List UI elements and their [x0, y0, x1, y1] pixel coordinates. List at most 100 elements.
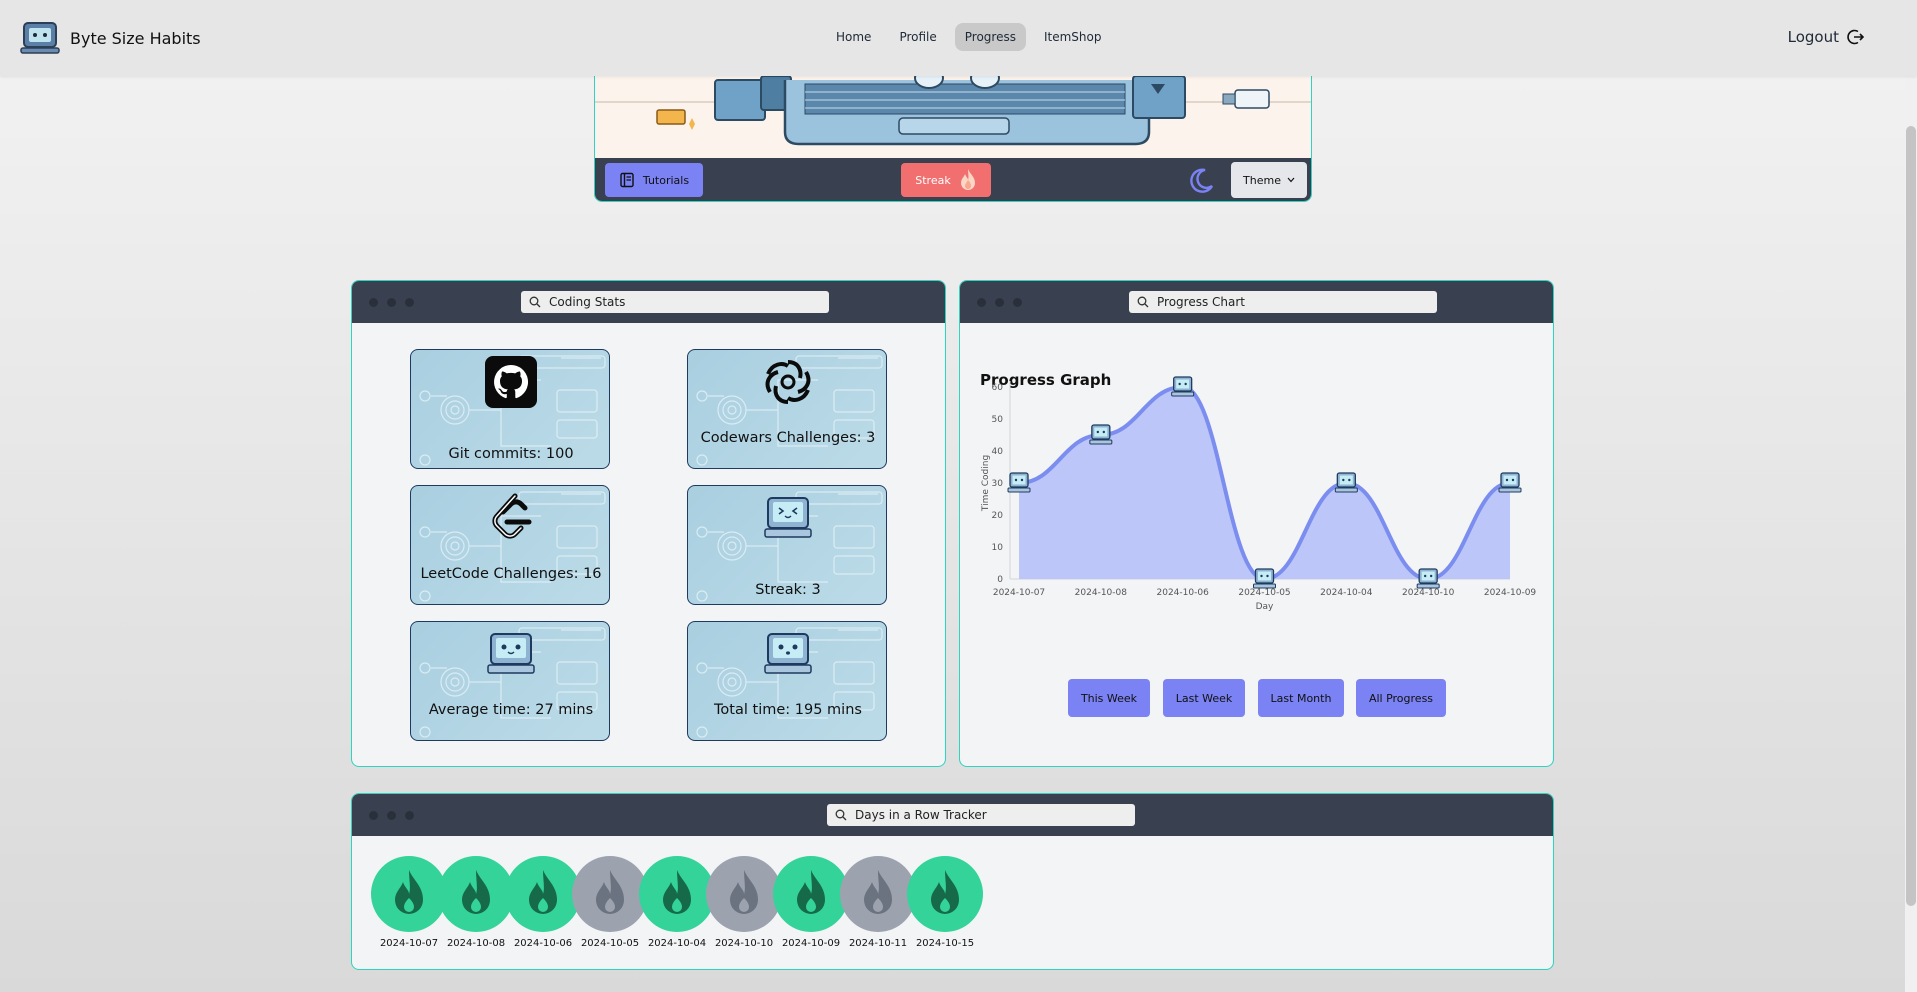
logout-button[interactable]: Logout — [1776, 22, 1877, 52]
streak-day-item: 2024-10-15 — [907, 856, 983, 949]
streak-day-date: 2024-10-04 — [647, 938, 707, 949]
nav-progress[interactable]: Progress — [954, 23, 1026, 51]
x-tick-label: 2024-10-04 — [1320, 588, 1373, 598]
flame-icon — [960, 169, 975, 190]
streak-day-item: 2024-10-11 — [840, 856, 916, 949]
robot-laptop-icon — [487, 633, 535, 674]
x-tick-label: 2024-10-09 — [1484, 588, 1537, 598]
app-name: Byte Size Habits — [70, 28, 201, 48]
chevron-down-icon — [1287, 177, 1295, 183]
search-icon — [835, 809, 847, 821]
streak-day-item: 2024-10-05 — [572, 856, 648, 949]
total-time-text: Total time: 195 mins — [714, 702, 862, 718]
codewars-icon — [765, 360, 811, 404]
git-commits-text: Git commits: 100 — [448, 446, 574, 462]
data-point-robot-icon — [1089, 424, 1113, 445]
streak-button[interactable]: Streak — [901, 163, 991, 197]
last-week-button[interactable]: Last Week — [1163, 679, 1245, 717]
tutorials-button[interactable]: Tutorials — [605, 163, 703, 197]
active-day-flame-icon — [505, 856, 581, 932]
all-progress-button[interactable]: All Progress — [1356, 679, 1446, 717]
y-tick-label: 30 — [992, 479, 1004, 489]
streak-label: Streak — [915, 173, 951, 187]
book-icon — [620, 172, 634, 188]
theme-dropdown[interactable]: Theme — [1231, 162, 1307, 198]
x-tick-label: 2024-10-07 — [993, 588, 1045, 598]
streak-day-date: 2024-10-08 — [446, 938, 506, 949]
streak-stat-text: Streak: 3 — [755, 582, 821, 598]
x-tick-label: 2024-10-08 — [1075, 588, 1128, 598]
coding-stats-window: Coding Stats Git commits: 100 — [351, 280, 946, 767]
scrollbar-thumb[interactable] — [1906, 126, 1916, 906]
streak-day-item: 2024-10-10 — [706, 856, 782, 949]
data-point-robot-icon — [1253, 568, 1276, 589]
days-tracker-search[interactable]: Days in a Row Tracker — [827, 804, 1135, 826]
y-tick-label: 0 — [997, 575, 1003, 585]
progress-chart-search-value: Progress Chart — [1157, 295, 1246, 309]
nav-home[interactable]: Home — [836, 30, 872, 44]
brand[interactable]: Byte Size Habits — [20, 20, 201, 56]
data-point-robot-icon — [1498, 472, 1522, 493]
search-icon — [529, 296, 541, 308]
last-month-button[interactable]: Last Month — [1258, 679, 1344, 717]
codewars-text: Codewars Challenges: 3 — [700, 430, 876, 446]
days-tracker-search-value: Days in a Row Tracker — [855, 808, 987, 822]
active-day-flame-icon — [773, 856, 849, 932]
window-titlebar: Days in a Row Tracker — [352, 794, 1553, 836]
window-dots — [369, 811, 414, 820]
progress-chart-window: Progress Chart Progress Graph 0 10 20 30 40 5… — [959, 280, 1554, 767]
streak-day-date: 2024-10-05 — [580, 938, 640, 949]
hero-banner: Tutorials Streak Theme — [594, 76, 1312, 202]
stat-card-codewars: Codewars Challenges: 3 — [687, 349, 887, 469]
data-point-robot-icon — [1171, 376, 1195, 397]
leetcode-text: LeetCode Challenges: 16 — [420, 566, 602, 582]
stat-card-average-time: Average time: 27 mins — [410, 621, 610, 741]
average-time-text: Average time: 27 mins — [428, 702, 594, 718]
nav-itemshop[interactable]: ItemShop — [1043, 30, 1102, 44]
streak-day-date: 2024-10-11 — [848, 938, 908, 949]
logout-icon — [1847, 29, 1865, 45]
laptop-illustration — [595, 76, 1311, 158]
coding-stats-search-value: Coding Stats — [549, 295, 626, 309]
nav-profile[interactable]: Profile — [899, 30, 937, 44]
top-navbar: Byte Size Habits Home Profile Progress I… — [0, 0, 1917, 76]
circuit-background — [419, 355, 606, 466]
stat-card-streak: Streak: 3 — [687, 485, 887, 605]
streak-day-item: 2024-10-08 — [438, 856, 514, 949]
tutorials-label: Tutorials — [642, 173, 690, 187]
window-dots — [977, 298, 1022, 307]
streak-day-item: 2024-10-06 — [505, 856, 581, 949]
y-tick-label: 60 — [992, 383, 1004, 393]
streak-day-date: 2024-10-07 — [379, 938, 439, 949]
stat-card-total-time: Total time: 195 mins — [687, 621, 887, 741]
chart-title: Progress Graph — [980, 371, 1112, 389]
streak-day-date: 2024-10-09 — [781, 938, 841, 949]
leetcode-icon — [492, 493, 532, 539]
theme-label: Theme — [1243, 173, 1281, 187]
stat-card-leetcode: LeetCode Challenges: 16 — [410, 485, 610, 605]
streak-day-date: 2024-10-10 — [714, 938, 774, 949]
progress-chart-search[interactable]: Progress Chart — [1129, 291, 1437, 313]
streak-day-date: 2024-10-06 — [513, 938, 573, 949]
scrollbar[interactable] — [1905, 0, 1917, 992]
data-point-robot-icon — [1416, 568, 1440, 589]
progress-graph: 0 10 20 30 40 50 60 2024-10-07 2024-10-08 2024-10… — [981, 376, 1537, 612]
dark-mode-moon-icon[interactable] — [1185, 166, 1215, 196]
streak-day-item: 2024-10-04 — [639, 856, 715, 949]
data-point-robot-icon — [1334, 472, 1358, 493]
streak-day-item: 2024-10-07 — [371, 856, 447, 949]
days-in-a-row-window: Days in a Row Tracker 2024-10-07 2024-10-… — [351, 793, 1554, 970]
hero-toolbar: Tutorials Streak Theme — [595, 158, 1311, 201]
x-tick-label: 2024-10-10 — [1402, 588, 1455, 598]
y-tick-label: 40 — [992, 447, 1004, 457]
coding-stats-search[interactable]: Coding Stats — [521, 291, 829, 313]
x-tick-label: 2024-10-05 — [1238, 588, 1290, 598]
inactive-day-flame-icon — [572, 856, 648, 932]
search-icon — [1137, 296, 1149, 308]
this-week-button[interactable]: This Week — [1068, 679, 1150, 717]
active-day-flame-icon — [438, 856, 514, 932]
window-titlebar: Progress Chart — [960, 281, 1553, 323]
logout-label: Logout — [1787, 28, 1839, 46]
y-tick-label: 10 — [992, 543, 1004, 553]
x-axis-label: Day — [1256, 602, 1274, 612]
